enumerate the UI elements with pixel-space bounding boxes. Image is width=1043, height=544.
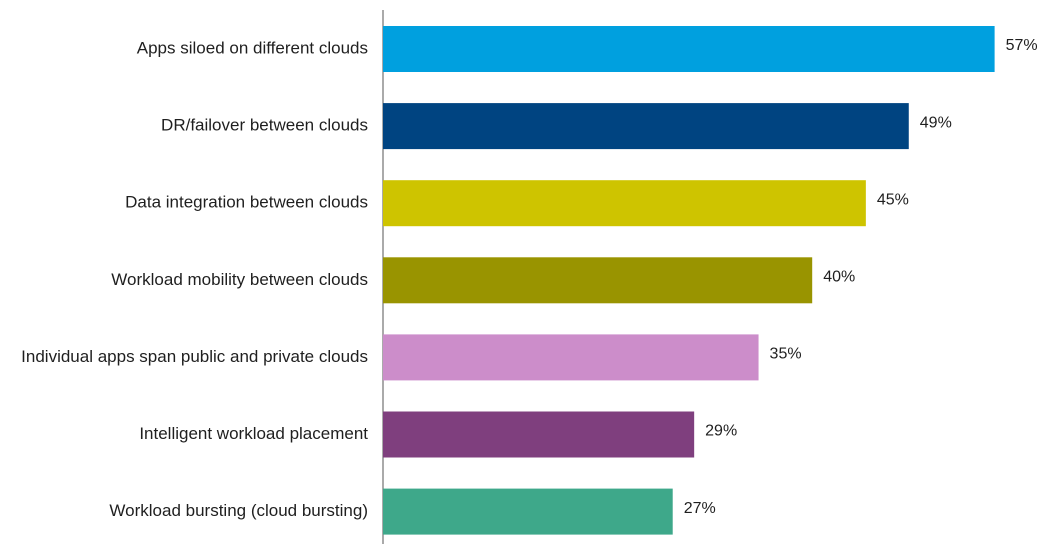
value-label: 35% [770,346,802,363]
bar [383,334,759,381]
value-label: 57% [1006,37,1038,54]
value-labels-group: 57% 49% 45% 40% 35% 29% 27% [684,37,1038,517]
bar [383,103,909,150]
category-label: DR/failover between clouds [161,116,368,135]
bar [383,488,673,535]
value-label: 27% [684,500,716,517]
bar [383,26,995,72]
bar [383,257,813,304]
value-label: 49% [920,114,952,131]
category-label: Intelligent workload placement [139,424,368,443]
value-label: 29% [705,423,737,440]
value-label: 40% [823,269,855,286]
category-label: Workload bursting (cloud bursting) [109,501,368,520]
bars-group [383,26,995,535]
category-label: Individual apps span public and private … [21,347,368,366]
category-label: Workload mobility between clouds [111,270,368,289]
value-label: 45% [877,191,909,208]
category-label: Apps siloed on different clouds [137,38,368,57]
bar [383,180,866,227]
category-labels-group: Apps siloed on different clouds DR/failov… [21,38,368,520]
bar [383,411,695,458]
category-label: Data integration between clouds [125,193,368,212]
